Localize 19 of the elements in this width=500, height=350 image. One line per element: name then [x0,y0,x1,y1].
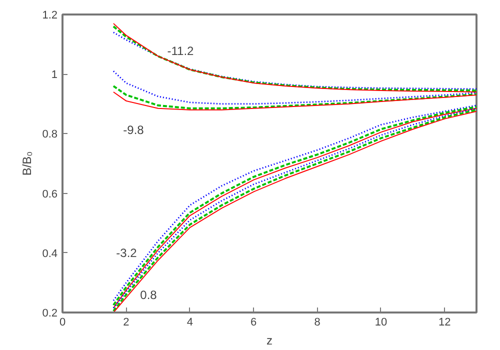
x-tick-label: 10 [374,316,388,328]
y-axis-title: B/B₀ [20,151,34,176]
x-tick-label: 12 [438,316,451,328]
y-tick-label: 0.4 [42,248,58,260]
annotation: 0.8 [140,288,158,302]
y-tick-label: 1 [51,69,58,82]
y-tick-label: 0.2 [42,308,58,320]
y-tick-label: 0.8 [42,128,58,141]
x-tick-label: 6 [250,316,257,328]
x-tick-label: 4 [186,316,193,328]
x-tick-label: 8 [314,316,320,328]
x-tick-label: 2 [123,316,130,328]
y-tick-label: 1.2 [42,10,58,22]
x-axis-title: z [266,334,272,348]
x-tick-label: 0 [59,316,66,328]
annotation: -11.2 [167,44,194,58]
y-tick-label: 0.6 [42,188,58,200]
annotation: -9.8 [123,123,144,137]
annotation: -3.2 [116,246,138,260]
